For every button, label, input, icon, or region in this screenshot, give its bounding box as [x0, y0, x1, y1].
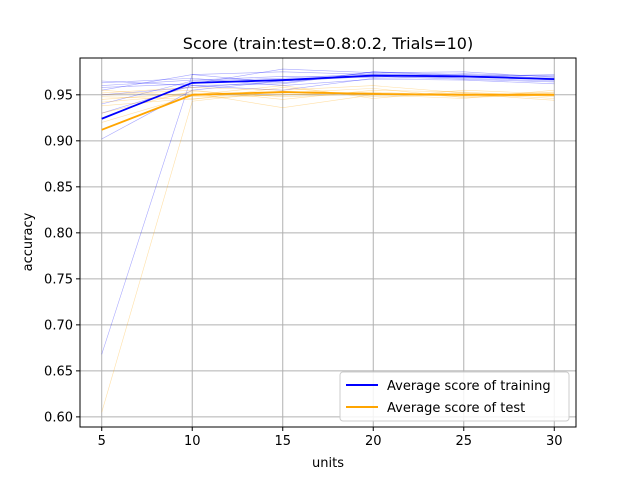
x-tick-label: 15 — [274, 434, 291, 449]
x-tick-label: 30 — [546, 434, 563, 449]
x-tick-label: 10 — [184, 434, 201, 449]
y-tick-label: 0.65 — [44, 364, 73, 379]
y-tick-label: 0.95 — [44, 88, 73, 103]
plot-frame — [79, 57, 577, 428]
average-lines — [101, 74, 555, 131]
trial-line-test — [101, 89, 555, 108]
x-axis-label: units — [312, 456, 344, 471]
average-training-line — [101, 74, 555, 120]
y-tick-label: 0.70 — [44, 318, 73, 333]
trial-line-test — [101, 89, 555, 100]
y-tick-label: 0.75 — [44, 272, 73, 287]
legend-label-test: Average score of test — [387, 401, 525, 416]
x-tick-label: 25 — [455, 434, 472, 449]
trial-line-training — [101, 71, 555, 91]
average-test-line — [101, 91, 555, 131]
y-tick-label: 0.85 — [44, 180, 73, 195]
chart-title: Score (train:test=0.8:0.2, Trials=10) — [183, 34, 473, 53]
legend: Average score of training Average score … — [339, 371, 570, 422]
trial-line-training — [101, 73, 555, 86]
trial-lines — [101, 68, 555, 413]
y-tick-label: 0.60 — [44, 410, 73, 425]
y-tick-label: 0.80 — [44, 226, 73, 241]
y-axis-label: accuracy — [21, 212, 36, 271]
legend-box — [339, 371, 570, 422]
x-tick-label: 20 — [365, 434, 382, 449]
trial-line-training — [101, 76, 555, 140]
trial-line-test — [101, 85, 555, 103]
trial-line-training — [101, 71, 555, 355]
y-tick-label: 0.90 — [44, 134, 73, 149]
trial-line-test — [101, 89, 555, 97]
x-axis-ticks: 5 10 15 20 25 30 — [98, 427, 563, 449]
legend-label-training: Average score of training — [387, 379, 551, 394]
trial-line-test — [101, 90, 555, 413]
x-tick-label: 5 — [98, 434, 106, 449]
y-axis-ticks: 0.60 0.65 0.70 0.75 0.80 0.85 0.90 0.95 — [44, 88, 80, 425]
trial-line-training — [101, 77, 555, 86]
trial-line-training — [101, 68, 555, 88]
